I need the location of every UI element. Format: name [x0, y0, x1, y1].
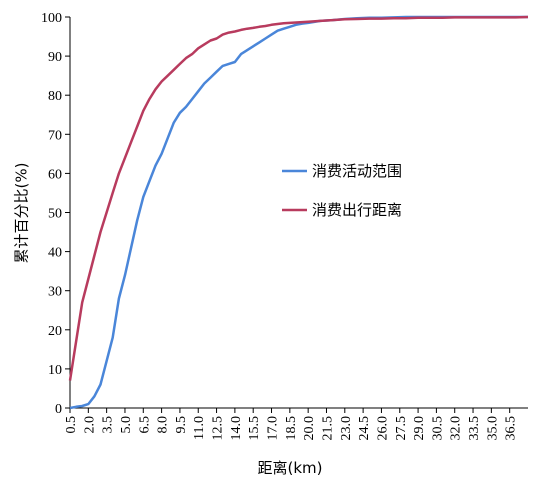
plot-area: 0 10 20 30 40 50 60 70 80 90 100 0.5 2.0 3.5 5.0 6.5 8.0… [41, 11, 529, 441]
y-tick-label: 30 [48, 285, 62, 300]
x-tick-label: 5.0 [119, 416, 134, 434]
series-line-travel-distance [68, 15, 529, 381]
x-tick-label: 0.5 [64, 416, 79, 434]
x-tick-label: 2.0 [82, 416, 97, 434]
y-tick-label: 70 [48, 128, 62, 143]
y-tick-label: 60 [48, 167, 62, 182]
y-tick-label: 90 [48, 50, 62, 65]
x-tick-label: 12.5 [211, 416, 226, 441]
x-tick-label: 21.5 [320, 416, 335, 441]
x-tick-label: 3.5 [101, 416, 116, 434]
y-tick-label: 50 [48, 207, 62, 222]
x-tick-label: 15.5 [247, 416, 262, 441]
x-tick-label: 11.0 [192, 416, 207, 440]
y-tick-label: 20 [48, 324, 62, 339]
x-tick-label: 24.5 [357, 416, 372, 441]
y-tick-label: 80 [48, 89, 62, 104]
x-tick-label: 36.5 [504, 416, 519, 441]
x-tick-label: 30.5 [430, 416, 445, 441]
x-tick-label: 17.0 [266, 416, 281, 441]
x-tick-label: 18.5 [284, 416, 299, 441]
x-tick-label: 14.0 [229, 416, 244, 441]
x-tick-label: 27.5 [394, 416, 409, 441]
x-tick-label: 35.0 [485, 416, 500, 441]
x-tick-label: 33.5 [467, 416, 482, 441]
y-tick-label: 40 [48, 246, 62, 261]
x-axis-title: 距离(km) [257, 459, 322, 477]
legend: 消费活动范围 消费出行距离 [282, 162, 402, 219]
series-line-activity-range [69, 15, 528, 410]
x-tick-label: 20.0 [302, 416, 317, 441]
legend-label-travel-distance: 消费出行距离 [312, 201, 402, 219]
y-tick-label: 100 [41, 11, 62, 26]
x-tick-label: 9.5 [174, 416, 189, 434]
x-tick-label: 8.0 [156, 416, 171, 434]
y-tick-label: 10 [48, 363, 62, 378]
x-tick-label: 32.0 [449, 416, 464, 441]
y-tick-label: 0 [55, 402, 62, 417]
y-axis-title: 累计百分比(%) [13, 163, 31, 264]
x-tick-label: 23.0 [339, 416, 354, 441]
x-tick-label: 26.0 [375, 416, 390, 441]
x-tick-label: 6.5 [137, 416, 152, 434]
x-tick-label: 29.0 [412, 416, 427, 441]
legend-label-activity-range: 消费活动范围 [312, 162, 402, 180]
